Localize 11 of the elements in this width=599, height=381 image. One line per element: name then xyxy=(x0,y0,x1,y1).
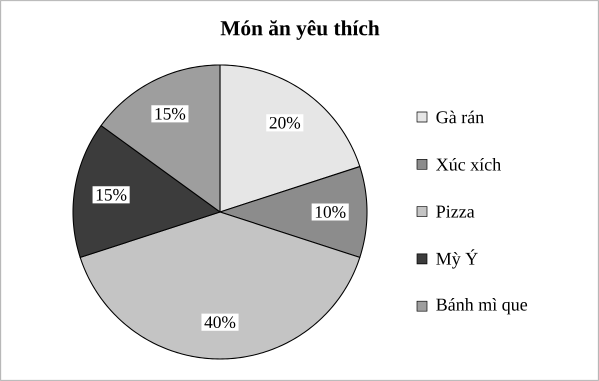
data-label: 20% xyxy=(270,116,300,129)
data-label: 10% xyxy=(316,206,346,218)
legend-label: Pizza xyxy=(436,206,474,218)
data-label: 15% xyxy=(156,108,186,120)
chart-title: Món ăn yêu thích xyxy=(220,20,380,40)
data-label: 40% xyxy=(204,316,236,328)
legend-label: Xúc xích xyxy=(436,158,501,171)
legend-label: Gà rán xyxy=(436,110,484,124)
data-label: 15% xyxy=(96,188,126,201)
legend-label: Mỳ Ý xyxy=(436,249,478,269)
legend-label: Bánh mì que xyxy=(436,298,528,314)
